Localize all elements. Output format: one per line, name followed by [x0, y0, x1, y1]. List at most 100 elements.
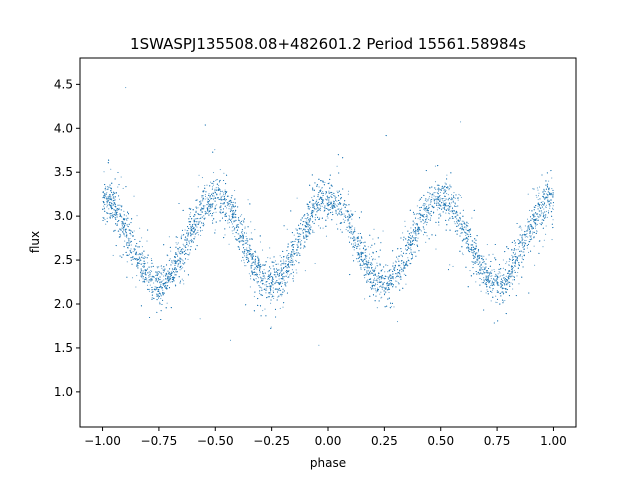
data-point	[126, 261, 128, 263]
data-point	[146, 280, 148, 282]
data-point	[245, 235, 247, 238]
data-point	[525, 239, 527, 241]
data-point	[527, 236, 529, 238]
data-point	[149, 275, 151, 277]
data-point	[162, 284, 164, 286]
data-point	[409, 239, 411, 241]
data-point	[256, 275, 258, 278]
data-point	[433, 195, 435, 197]
data-point	[208, 193, 210, 195]
data-point	[146, 240, 148, 242]
data-point	[471, 217, 473, 219]
data-point	[210, 181, 212, 183]
data-point	[483, 255, 485, 257]
data-point	[448, 207, 450, 209]
data-point	[545, 210, 547, 212]
data-point	[169, 281, 171, 283]
data-point	[309, 206, 311, 208]
data-point	[464, 223, 466, 225]
data-point	[501, 284, 504, 287]
data-point	[495, 301, 497, 303]
data-point	[548, 210, 550, 212]
data-point	[513, 275, 515, 277]
data-point	[548, 180, 550, 182]
data-point	[182, 243, 184, 245]
data-point	[337, 203, 339, 205]
data-point	[530, 235, 532, 237]
data-point	[106, 206, 108, 208]
data-point	[112, 212, 114, 214]
data-point	[403, 266, 405, 268]
data-point	[430, 213, 432, 215]
data-point	[158, 295, 160, 297]
data-point	[415, 234, 417, 236]
data-point	[386, 281, 389, 283]
data-point	[241, 224, 244, 226]
data-point	[413, 244, 416, 246]
data-point	[402, 268, 404, 270]
data-point	[204, 205, 206, 207]
data-point	[190, 212, 192, 214]
data-point	[382, 230, 384, 232]
data-point	[277, 263, 279, 265]
data-point	[363, 267, 365, 269]
data-point	[125, 218, 127, 220]
data-point	[516, 275, 518, 277]
data-point	[490, 278, 492, 280]
data-point	[450, 210, 452, 212]
data-point	[122, 187, 124, 190]
data-point	[489, 274, 491, 276]
data-point	[174, 284, 176, 286]
data-point	[486, 289, 488, 291]
data-point	[423, 222, 425, 225]
data-point	[244, 226, 246, 228]
data-point	[360, 268, 362, 271]
data-point	[521, 245, 523, 247]
data-point	[388, 291, 390, 294]
data-point	[521, 229, 523, 231]
data-point	[257, 255, 259, 257]
data-point	[381, 288, 383, 290]
data-point	[490, 300, 492, 302]
data-point	[201, 229, 203, 231]
data-point	[306, 220, 308, 222]
data-point	[214, 205, 216, 207]
data-point	[453, 221, 455, 223]
data-point	[542, 212, 544, 214]
data-point	[455, 212, 457, 214]
data-point	[346, 226, 348, 228]
data-point	[432, 198, 434, 200]
data-point	[267, 271, 269, 273]
data-point	[301, 230, 304, 232]
data-point	[377, 265, 379, 267]
data-point	[302, 237, 305, 239]
data-point	[123, 210, 125, 212]
data-point	[182, 267, 184, 269]
data-point	[166, 288, 169, 290]
data-point	[231, 226, 233, 228]
data-point	[552, 219, 554, 221]
data-point	[407, 257, 409, 259]
data-point	[495, 280, 497, 282]
data-point	[262, 249, 264, 251]
data-point	[128, 243, 130, 245]
data-point	[526, 218, 529, 220]
data-point	[425, 241, 427, 243]
data-point	[143, 264, 145, 266]
data-point	[471, 251, 473, 253]
data-point	[228, 216, 231, 218]
data-point	[215, 211, 217, 213]
data-point	[266, 284, 268, 286]
data-point	[397, 258, 399, 260]
data-point	[256, 265, 258, 267]
data-point	[252, 264, 254, 267]
data-point	[379, 293, 381, 295]
data-point	[434, 181, 437, 183]
data-point	[462, 254, 464, 256]
data-point	[250, 221, 252, 223]
data-point	[347, 220, 349, 222]
data-point	[426, 235, 428, 237]
data-point	[357, 245, 359, 247]
data-point	[231, 207, 233, 209]
data-point	[433, 192, 435, 194]
